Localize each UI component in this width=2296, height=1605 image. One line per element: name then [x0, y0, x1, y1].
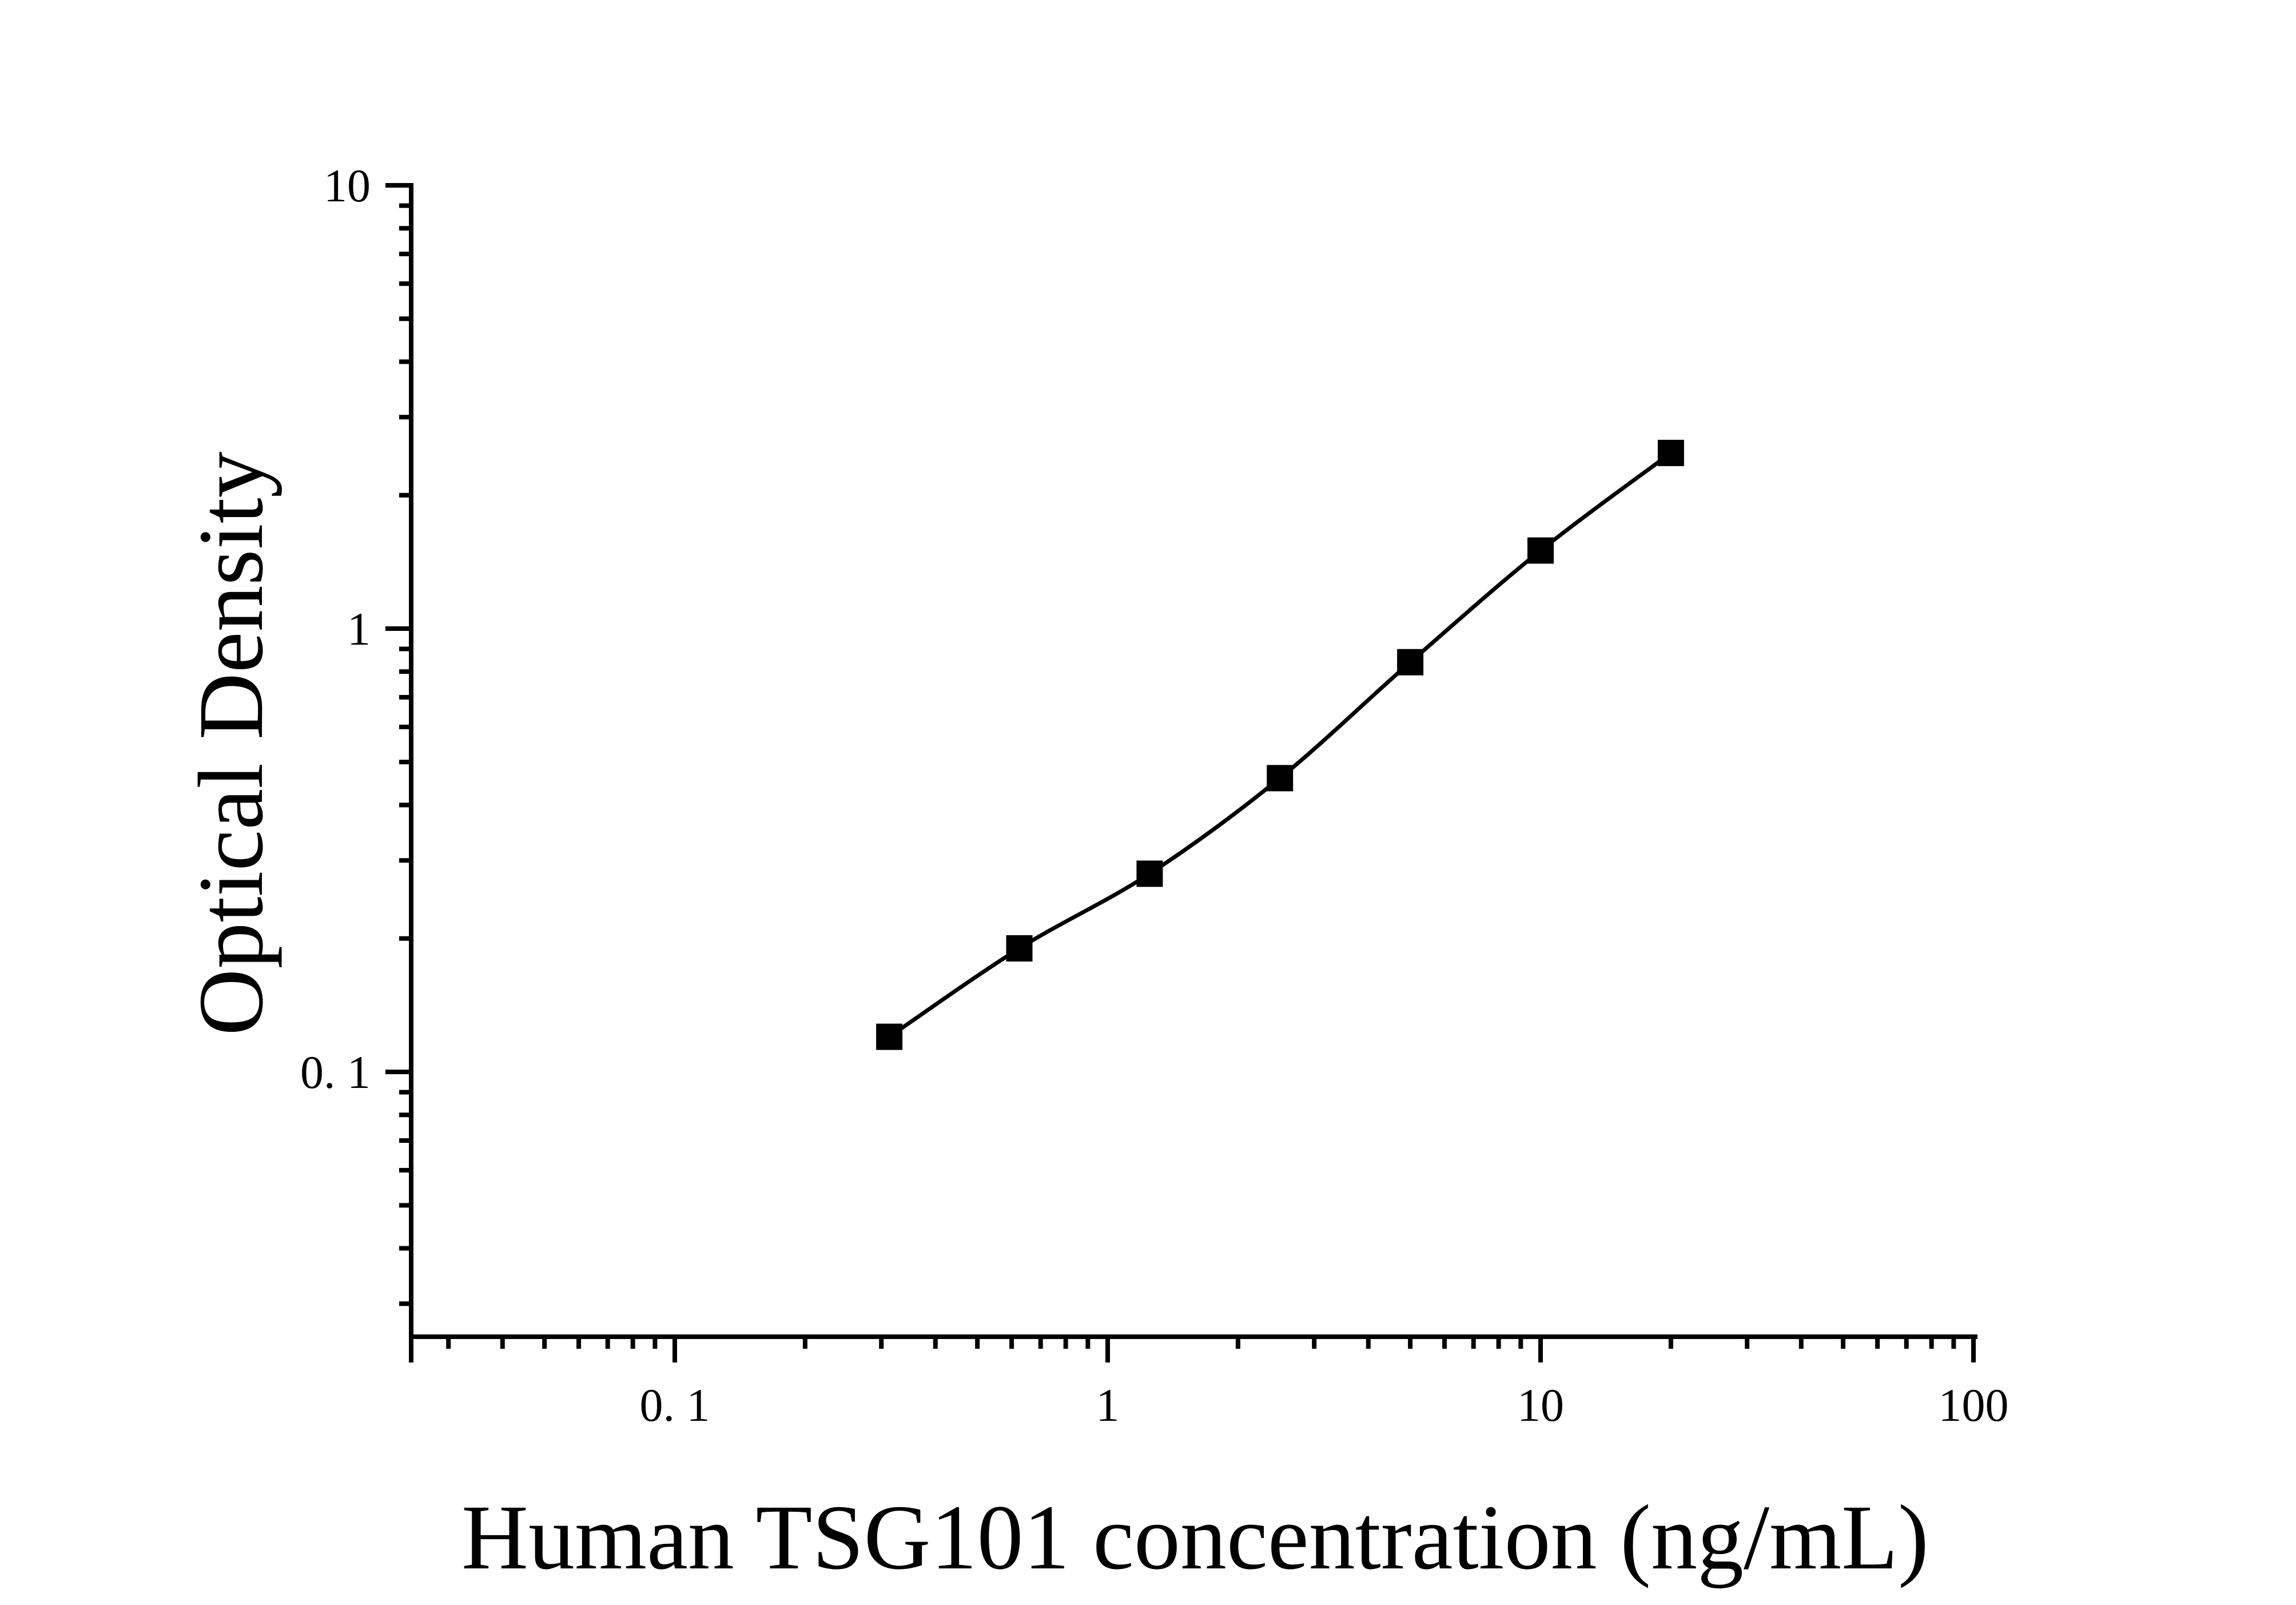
data-point-marker: [1397, 649, 1424, 676]
y-axis-tick-label: 0. 1: [300, 1046, 371, 1098]
data-point-marker: [1527, 537, 1554, 564]
x-axis-tick-label: 100: [1939, 1379, 2009, 1431]
data-point-marker: [1136, 860, 1163, 887]
data-point-marker: [1006, 935, 1033, 962]
data-point-marker: [1657, 439, 1684, 466]
y-axis-tick-label: 1: [347, 603, 371, 655]
y-axis-tick-label: 10: [324, 160, 371, 212]
data-point-marker: [1267, 765, 1294, 792]
data-points: [876, 439, 1684, 1050]
y-axis-title: Optical Density: [180, 451, 282, 1035]
data-point-marker: [876, 1023, 903, 1050]
tick-labels: 0. 1 1 10 100 0. 1 1 10: [300, 160, 2009, 1431]
x-axis-tick-label: 0. 1: [640, 1379, 710, 1431]
x-axis-tick-label: 1: [1096, 1379, 1120, 1431]
x-axis-title: Human TSG101 concentration (ng/mL): [461, 1487, 1929, 1589]
axes: [385, 183, 1977, 1362]
x-axis-tick-label: 10: [1517, 1379, 1564, 1431]
